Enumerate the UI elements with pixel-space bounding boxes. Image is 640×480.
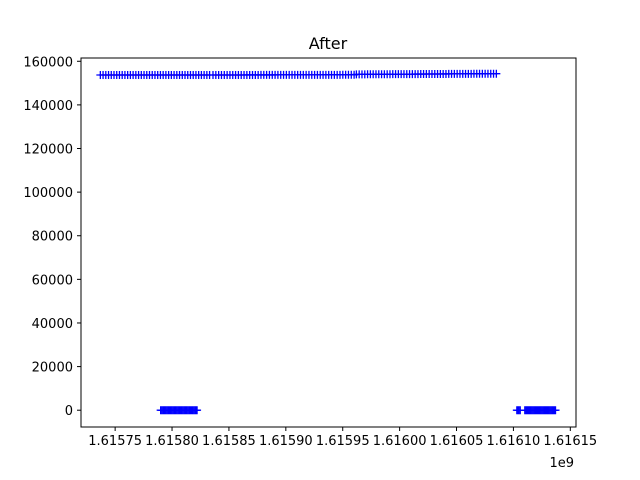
data-point-marker <box>492 69 501 78</box>
y-tick-label: 140000 <box>23 99 73 114</box>
x-axis: 1.61575 1.61580 1.61585 1.61590 1.61595 1.616… <box>88 427 597 449</box>
y-tick-label: 60000 <box>32 273 73 288</box>
x-tick-label: 1.61590 <box>259 434 313 449</box>
data-point-marker <box>551 406 560 415</box>
y-tick-label: 100000 <box>23 186 73 201</box>
x-tick-label: 1.61600 <box>373 434 427 449</box>
x-tick-label: 1.61580 <box>145 434 199 449</box>
x-tick-label: 1.61605 <box>430 434 484 449</box>
y-tick-label: 80000 <box>32 230 73 245</box>
y-tick-label: 0 <box>65 404 73 419</box>
x-tick-label: 1.61585 <box>202 434 256 449</box>
y-tick-label: 120000 <box>23 143 73 158</box>
x-tick-label: 1.61610 <box>487 434 541 449</box>
y-tick-label: 20000 <box>32 361 73 376</box>
x-tick-label: 1.61595 <box>316 434 370 449</box>
x-tick-label: 1.61575 <box>88 434 142 449</box>
chart-title: After <box>309 34 348 53</box>
data-point-marker <box>193 406 202 415</box>
y-tick-label: 160000 <box>23 55 73 70</box>
x-offset-label: 1e9 <box>549 456 574 471</box>
plot-frame <box>80 57 577 428</box>
y-axis: 0 20000 40000 60000 80000 100000 120000 140000 1… <box>23 55 81 419</box>
x-tick-label: 1.61615 <box>543 434 597 449</box>
plot-marks <box>96 69 560 415</box>
y-tick-label: 40000 <box>32 317 73 332</box>
